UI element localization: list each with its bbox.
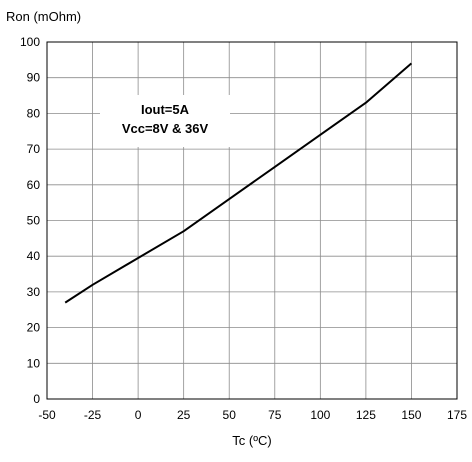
series-group: [64, 62, 413, 304]
x-tick-labels: -50 -25 0 25 50 75 100 125 150 175: [38, 408, 467, 422]
grid: [47, 42, 457, 399]
x-tick-label: 100: [310, 408, 330, 422]
x-tick-label: 50: [223, 408, 237, 422]
x-tick-label: 75: [268, 408, 282, 422]
y-tick-label: 40: [27, 249, 41, 263]
x-axis-label: Tc (ºC): [232, 433, 271, 448]
y-tick-label: 50: [27, 214, 41, 228]
plot-frame: [46, 41, 458, 400]
y-tick-label: 60: [27, 178, 41, 192]
x-tick-label: -50: [38, 408, 56, 422]
x-tick-label: -25: [84, 408, 102, 422]
x-tick-label: 125: [356, 408, 376, 422]
y-tick-labels: 0 10 20 30 40 50 60 70 80 90 100: [20, 35, 40, 406]
x-tick-label: 0: [135, 408, 142, 422]
y-tick-label: 0: [33, 392, 40, 406]
y-tick-label: 20: [27, 321, 41, 335]
x-tick-label: 175: [447, 408, 467, 422]
annotation-line-2: Vcc=8V & 36V: [122, 121, 209, 136]
annotation-box: [100, 95, 230, 147]
series-line: [64, 62, 413, 304]
annotation-line-1: Iout=5A: [141, 102, 190, 117]
y-axis-label: Ron (mOhm): [6, 9, 81, 24]
y-tick-label: 80: [27, 106, 41, 120]
x-tick-label: 25: [177, 408, 191, 422]
y-tick-label: 70: [27, 142, 41, 156]
y-tick-label: 30: [27, 285, 41, 299]
y-tick-label: 90: [27, 71, 41, 85]
x-tick-label: 150: [401, 408, 421, 422]
y-tick-label: 100: [20, 35, 40, 49]
y-tick-label: 10: [27, 356, 41, 370]
